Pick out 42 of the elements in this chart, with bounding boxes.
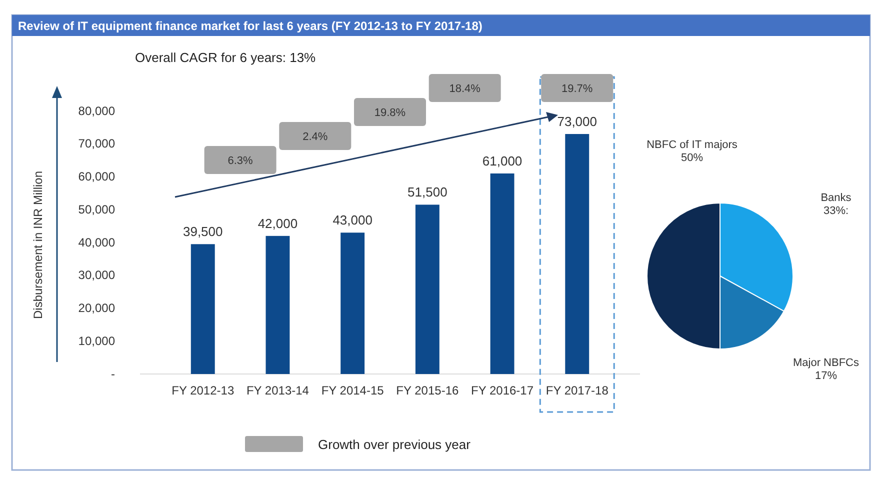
- text: 19.7%: [562, 83, 593, 95]
- slice-label: NBFC of IT majors: [646, 139, 738, 151]
- y-tick-label: 50,000: [78, 202, 116, 216]
- bar: [415, 204, 440, 374]
- data-label: 50%: [680, 152, 704, 164]
- chart-title: Review of IT equipment finance market for last 6 years (FY 2012-13 to FY 2017-18): [18, 19, 482, 33]
- slice-label: Banks: [820, 192, 852, 204]
- bar: [340, 232, 365, 374]
- text: Overall CAGR for 6 years: 13%: [135, 50, 316, 65]
- y-axis-title: Disbursement in INR Million: [31, 170, 45, 320]
- slice-label: Major NBFCs: [792, 357, 860, 369]
- data-label: 61,000: [482, 153, 522, 168]
- data-label: 33%:: [823, 205, 849, 218]
- annotation: 2.4%: [302, 131, 328, 143]
- x-tick-label: FY 2016-17: [471, 384, 534, 398]
- data-label: 73,000: [557, 114, 598, 130]
- data-label: 43,000: [332, 212, 372, 228]
- y-tick-label: 10,000: [78, 334, 116, 348]
- y-tick-label: 40,000: [78, 235, 116, 250]
- y-tick-label: 60,000: [78, 170, 116, 184]
- x-tick-label: FY 2015-16: [396, 384, 459, 398]
- x-tick-label: FY 2014-15: [321, 384, 384, 398]
- y-tick-label: 20,000: [78, 301, 116, 316]
- x-tick-label: FY 2013-14: [246, 384, 310, 398]
- y-tick-label: 30,000: [78, 268, 116, 282]
- data-label: 42,000: [258, 216, 298, 231]
- bar: [190, 244, 215, 374]
- y-tick-label: 80,000: [78, 104, 116, 118]
- x-tick-label: FY 2012-13: [172, 384, 234, 398]
- bar: [565, 134, 590, 374]
- y-tick-label: -: [111, 366, 115, 381]
- text: 18.4%: [449, 83, 481, 95]
- annotation: 19.8%: [374, 107, 406, 119]
- data-label: 17%: [814, 370, 838, 382]
- text: Growth over previous year: [318, 437, 472, 452]
- data-label: 51,500: [408, 184, 448, 200]
- bar: [490, 173, 514, 374]
- annotation: 6.3%: [228, 155, 254, 167]
- data-label: 39,500: [182, 224, 223, 240]
- bar: [266, 236, 290, 374]
- x-tick-label: FY 2017-18: [546, 384, 609, 398]
- y-tick-label: 70,000: [78, 136, 116, 151]
